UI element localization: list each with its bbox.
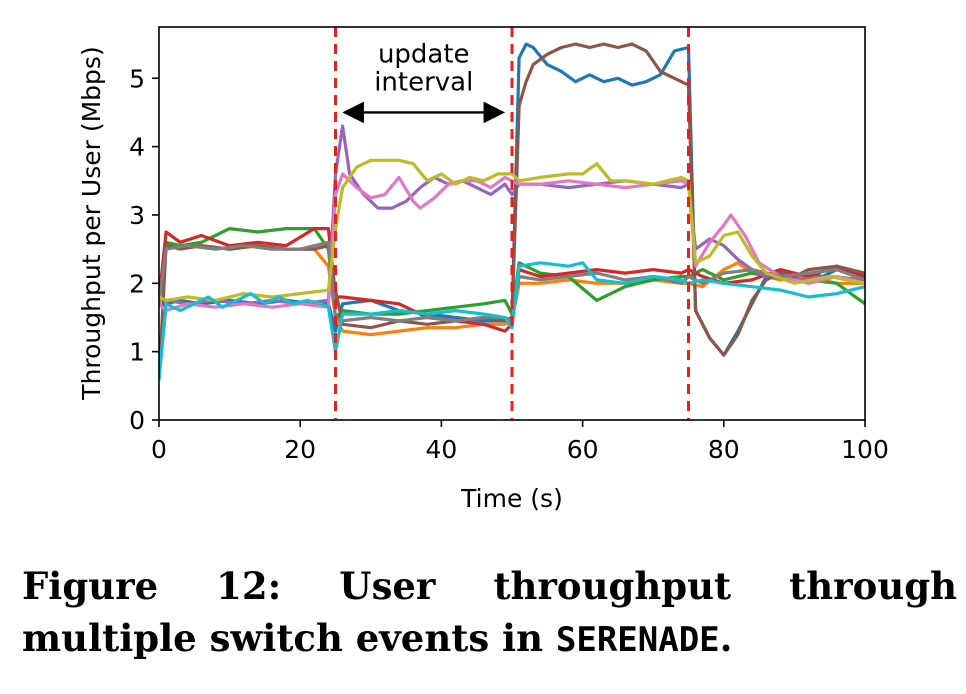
- switch-event-layer: [334, 27, 690, 420]
- update-interval-label-line1: update: [378, 39, 470, 69]
- update-interval-annotation: update interval: [342, 39, 506, 124]
- caption-system-name: SERENADE: [555, 620, 720, 660]
- x-tick-label: 20: [284, 435, 316, 464]
- figure-caption: Figure 12: User throughput through multi…: [22, 560, 957, 666]
- caption-text: Figure 12: User throughput through multi…: [22, 564, 957, 660]
- x-tick-label: 100: [841, 435, 889, 464]
- y-axis-title: Throughput per User (Mbps): [77, 46, 106, 400]
- x-axis-title: Time (s): [460, 484, 563, 513]
- y-tick-label: 4: [129, 133, 145, 162]
- series-line-7: [159, 172, 865, 313]
- x-tick-label: 40: [425, 435, 457, 464]
- update-interval-label-line2: interval: [374, 67, 473, 97]
- series-line-6: [159, 42, 865, 381]
- series-line-9: [159, 158, 865, 302]
- y-tick-label: 5: [129, 64, 145, 93]
- x-tick-label: 0: [151, 435, 167, 464]
- y-tick-label: 0: [129, 406, 145, 435]
- y-axis-ticks: 0 1 2 3 4 5: [129, 64, 159, 435]
- x-axis-ticks: 0 20 40 60 80 100: [151, 420, 889, 464]
- series-layer: [159, 42, 865, 381]
- caption-end: .: [719, 616, 733, 660]
- plot-frame: [158, 26, 866, 421]
- y-tick-label: 3: [129, 201, 145, 230]
- series-line-8: [159, 240, 865, 323]
- x-tick-label: 80: [708, 435, 740, 464]
- throughput-chart: 0 20 40 60 80 100 0 1 2 3 4 5 update interval Time…: [77, 26, 889, 513]
- y-tick-label: 1: [129, 338, 145, 367]
- series-line-10: [159, 261, 865, 381]
- y-tick-label: 2: [129, 269, 145, 298]
- x-tick-label: 60: [567, 435, 599, 464]
